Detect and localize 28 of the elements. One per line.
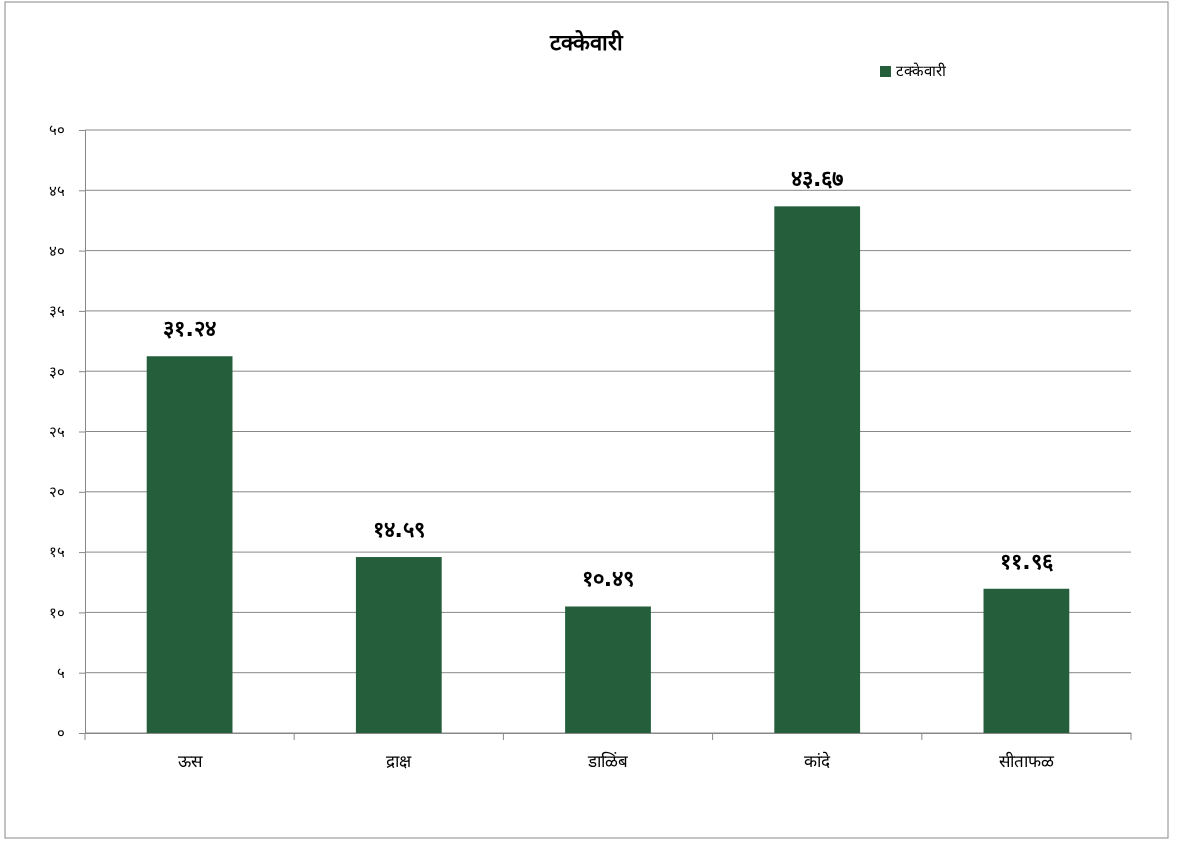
y-tick-label: ३५ xyxy=(49,302,65,321)
x-tick-label: डाळिंब xyxy=(587,751,628,772)
data-label: ११.९६ xyxy=(1000,548,1054,574)
y-tick-label: ० xyxy=(57,724,65,743)
y-tick-label: १५ xyxy=(49,543,65,562)
data-label: ३१.२४ xyxy=(163,316,216,342)
legend-label: टक्केवारी xyxy=(896,62,947,80)
y-tick-label: ४० xyxy=(49,241,65,260)
data-label: १०.४९ xyxy=(581,566,635,592)
bar xyxy=(355,557,442,733)
bar xyxy=(774,206,861,733)
data-label: १४.५९ xyxy=(372,517,425,543)
x-tick-label: ऊस xyxy=(177,751,203,772)
y-tick-label: ५० xyxy=(49,121,65,140)
y-tick-label: १० xyxy=(49,603,65,622)
y-tick-label: ४५ xyxy=(49,181,65,200)
y-tick-label: ३० xyxy=(49,362,65,381)
y-tick-label: २० xyxy=(49,483,65,502)
data-label: ४३.६७ xyxy=(791,166,844,192)
chart-title: टक्केवारी xyxy=(548,29,624,55)
y-tick-label: ५ xyxy=(57,664,65,682)
x-tick-label: कांदे xyxy=(804,751,832,772)
bar xyxy=(565,606,651,733)
y-tick-label: २५ xyxy=(49,422,65,441)
bar xyxy=(983,588,1070,733)
x-tick-label: द्राक्ष xyxy=(386,751,413,772)
x-tick-label: सीताफळ xyxy=(998,751,1055,772)
bar xyxy=(146,356,233,733)
